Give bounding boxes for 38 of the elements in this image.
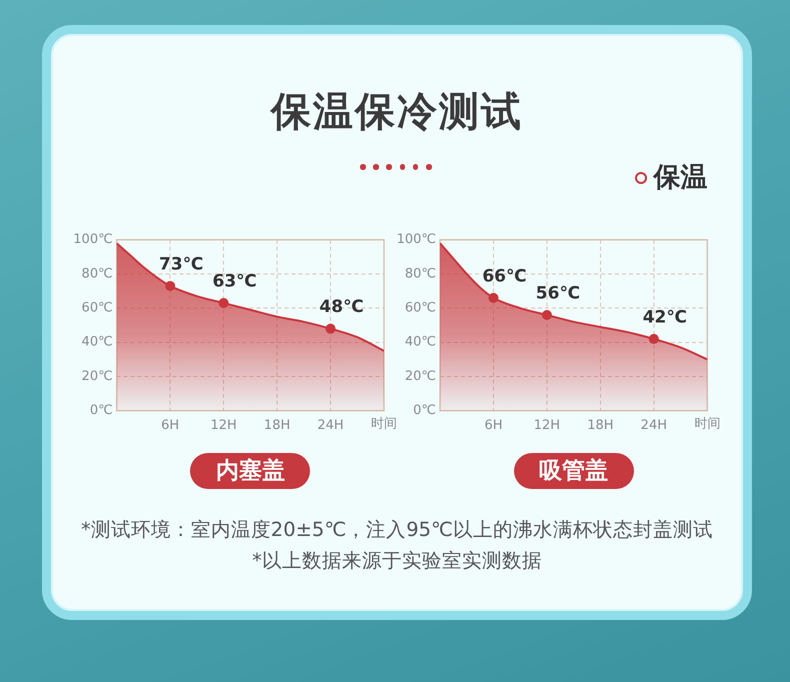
text: *测试环境：室内温度20±5℃，注入95℃以上的沸水满杯状态封盖测试 (80, 517, 714, 543)
data-label: 63℃ (212, 271, 257, 292)
y-tick-label: 80℃ (82, 266, 113, 282)
x-tick-label: 6H (484, 418, 502, 433)
y-tick-label: 40℃ (82, 334, 113, 350)
x-tick-label: 24H (317, 418, 344, 433)
point (326, 324, 336, 334)
x-tick-label: 18H (264, 418, 290, 433)
point (542, 310, 552, 320)
legend-label: 保温 (653, 162, 708, 194)
y-tick-label: 100℃ (396, 232, 436, 248)
point (165, 280, 176, 291)
y-tick-label: 40℃ (404, 334, 436, 350)
y-tick-label: 20℃ (404, 368, 436, 384)
y-tick-label: 60℃ (404, 300, 436, 316)
y-tick-label: 100℃ (73, 232, 113, 248)
data-label: 66℃ (482, 266, 527, 286)
data-label: 56℃ (536, 283, 580, 304)
data-label: 42℃ (642, 307, 687, 328)
data-label: 48℃ (319, 297, 364, 318)
x-tick-label: 24H (640, 418, 668, 433)
x-axis-title: 时间 (371, 416, 397, 432)
y-tick-label: 0℃ (90, 403, 113, 418)
point (218, 298, 229, 308)
text: *以上数据来源于实验室实测数据 (251, 548, 543, 574)
y-tick-label: 60℃ (82, 300, 113, 316)
y-tick-label: 20℃ (82, 368, 113, 384)
x-tick-label: 6H (161, 418, 180, 433)
x-tick-label: 18H (587, 418, 614, 433)
y-tick-label: 80℃ (404, 266, 436, 282)
point (648, 334, 659, 344)
x-tick-label: 12H (210, 418, 237, 433)
x-tick-label: 12H (534, 418, 560, 433)
text: 保温保冷测试 (269, 88, 524, 137)
x-axis-title: 时间 (694, 416, 720, 432)
y-tick-label: 0℃ (413, 403, 436, 418)
data-label: 73℃ (159, 254, 204, 274)
point (488, 292, 498, 303)
